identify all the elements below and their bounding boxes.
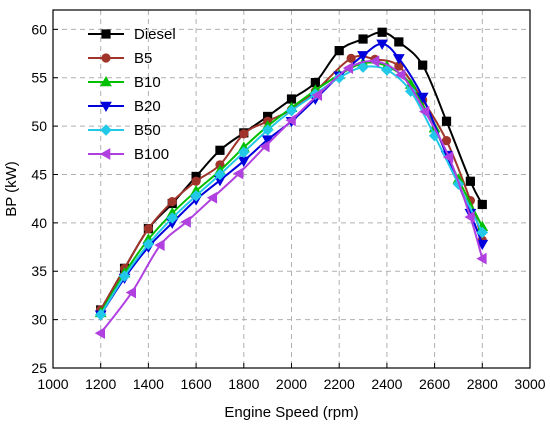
data-point-diesel — [465, 176, 475, 186]
data-point-b100 — [464, 211, 475, 223]
data-point-b50 — [118, 270, 131, 282]
x-tick-label: 3000 — [514, 376, 545, 392]
x-tick-label: 2400 — [371, 376, 402, 392]
data-point-diesel — [477, 199, 487, 210]
data-point-b100 — [311, 89, 323, 102]
y-tick-label: 60 — [31, 21, 47, 37]
x-tick-label: 1800 — [228, 376, 259, 392]
data-point-b50 — [357, 61, 369, 73]
data-point-b100 — [206, 191, 218, 204]
y-tick-label: 25 — [31, 360, 47, 376]
series-layer — [94, 27, 489, 340]
data-point-b20 — [416, 92, 429, 104]
legend-label: B10 — [134, 74, 161, 91]
series-b100 — [94, 55, 487, 340]
x-tick-label: 2200 — [324, 376, 355, 392]
legend-swatch-marker — [100, 101, 112, 113]
ticks-layer: 1000 1200 1400 1600 1800 2000 2200 2400 2600 2800… — [31, 21, 545, 392]
y-tick-label: 55 — [31, 70, 47, 86]
data-point-b5 — [346, 53, 356, 63]
data-point-b100 — [94, 327, 105, 340]
y-tick-label: 30 — [31, 312, 47, 328]
data-point-b50 — [142, 238, 155, 250]
data-point-b100 — [180, 216, 191, 228]
data-point-b50 — [404, 85, 417, 98]
data-point-b5 — [239, 129, 249, 139]
legend-item-b100: B100 — [88, 146, 169, 163]
data-point-b100 — [259, 140, 270, 153]
legend-label: B50 — [134, 122, 161, 139]
data-point-b100 — [419, 105, 430, 118]
data-point-b100 — [395, 68, 406, 81]
legend-label: B5 — [134, 50, 152, 67]
grid-layer — [53, 10, 530, 368]
legend: Diesel B5 B10 B20 B50 B100 — [88, 26, 176, 163]
legend-label: B100 — [134, 146, 169, 163]
x-tick-label: 1000 — [37, 376, 68, 392]
x-tick-label: 2000 — [276, 376, 307, 392]
y-tick-label: 40 — [31, 215, 47, 231]
data-point-b20 — [392, 54, 405, 65]
data-point-b100 — [476, 252, 487, 265]
legend-label: B20 — [134, 98, 161, 115]
data-point-diesel — [418, 60, 428, 70]
data-point-b100 — [233, 167, 244, 180]
data-point-b100 — [442, 151, 454, 163]
legend-swatch-marker — [99, 148, 111, 160]
data-point-b50 — [261, 124, 274, 136]
x-tick-label: 2600 — [419, 376, 450, 392]
data-point-b50 — [333, 71, 345, 84]
y-tick-label: 45 — [31, 166, 47, 182]
data-point-b5 — [441, 136, 452, 146]
x-tick-label: 1400 — [133, 376, 164, 392]
y-axis-title: BP (kW) — [3, 161, 20, 217]
data-point-b50 — [285, 104, 298, 117]
data-point-b5 — [191, 176, 201, 186]
data-point-b50 — [190, 190, 202, 202]
legend-item-b10: B10 — [88, 74, 161, 91]
data-point-diesel — [334, 46, 344, 56]
legend-item-b20: B20 — [88, 98, 161, 115]
legend-item-b50: B50 — [88, 122, 161, 139]
data-point-b50 — [214, 168, 226, 181]
data-point-b50 — [381, 64, 393, 76]
data-point-b50 — [476, 226, 489, 239]
y-tick-label: 50 — [31, 118, 47, 134]
legend-swatch-marker — [101, 29, 111, 39]
x-tick-label: 1200 — [85, 376, 116, 392]
y-tick-label: 35 — [31, 263, 47, 279]
data-point-b100 — [154, 239, 165, 252]
data-point-b100 — [125, 286, 137, 299]
x-tick-label: 1600 — [181, 376, 212, 392]
legend-swatch-marker — [100, 75, 112, 87]
data-point-b20 — [376, 39, 389, 50]
data-point-diesel — [441, 116, 452, 126]
data-point-diesel — [394, 37, 404, 47]
x-axis-title: Engine Speed (rpm) — [224, 404, 358, 421]
data-point-diesel — [215, 145, 225, 155]
data-point-b5 — [167, 196, 177, 207]
data-point-b50 — [238, 146, 250, 158]
data-point-b20 — [476, 239, 489, 251]
data-point-diesel — [358, 34, 368, 44]
data-point-b5 — [143, 224, 153, 234]
data-point-b20 — [357, 51, 369, 62]
data-point-b100 — [285, 114, 296, 127]
legend-item-diesel: Diesel — [88, 26, 176, 43]
legend-swatch-marker — [101, 53, 111, 63]
legend-item-b5: B5 — [88, 50, 152, 67]
data-point-diesel — [377, 27, 387, 37]
series-line-b100 — [99, 60, 484, 334]
data-point-b50 — [166, 212, 179, 224]
legend-label: Diesel — [134, 26, 176, 43]
data-point-b100 — [368, 55, 380, 68]
data-point-b50 — [94, 309, 107, 321]
x-tick-label: 2800 — [467, 376, 498, 392]
legend-swatch-marker — [100, 124, 112, 136]
data-point-b100 — [342, 62, 354, 74]
